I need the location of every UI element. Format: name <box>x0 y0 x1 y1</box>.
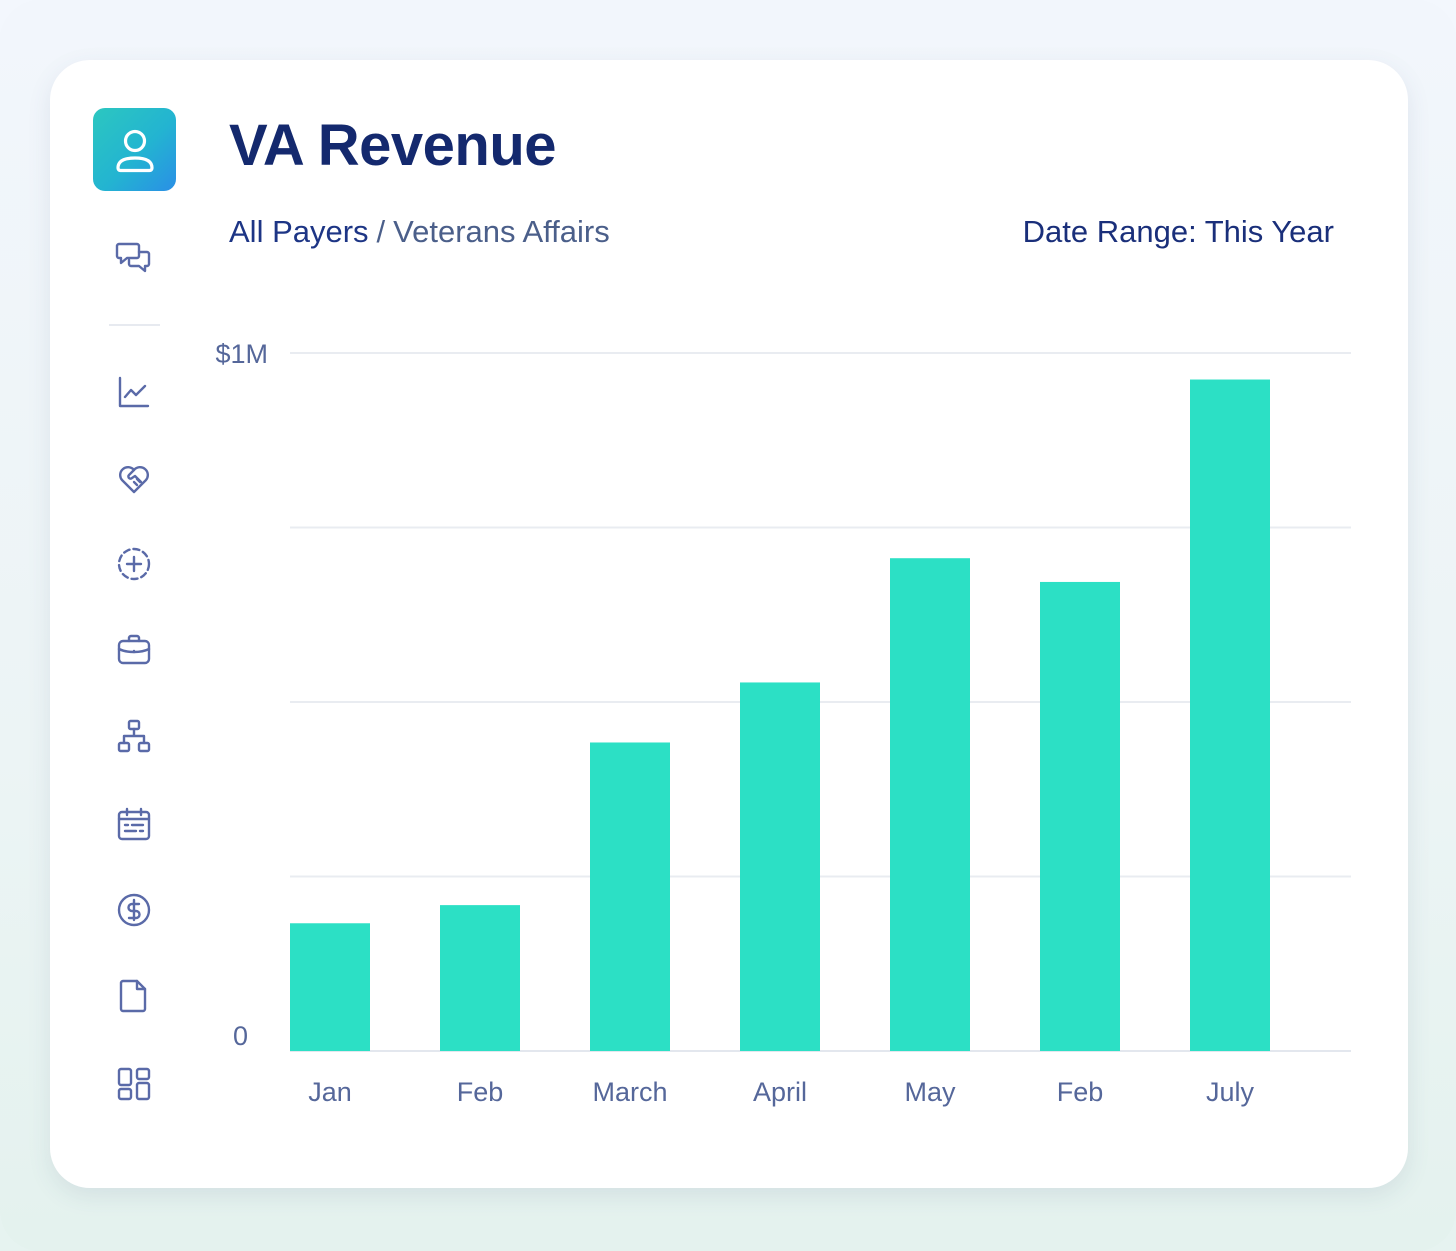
x-tick-label: Feb <box>457 1077 504 1107</box>
bar-may-4[interactable] <box>890 558 970 1051</box>
breadcrumb-root-link[interactable]: All Payers <box>229 214 369 249</box>
sidebar-item-documents[interactable] <box>112 974 156 1018</box>
sidebar-item-partners[interactable] <box>112 456 156 500</box>
bar-march-2[interactable] <box>590 742 670 1051</box>
heart-handshake-icon <box>119 466 149 494</box>
sidebar-divider <box>109 324 160 326</box>
sidebar-item-organization[interactable] <box>112 714 156 758</box>
y-tick-label-zero: 0 <box>233 1021 248 1051</box>
x-tick-label: March <box>592 1077 667 1107</box>
x-tick-label: Jan <box>308 1077 352 1107</box>
calendar-icon <box>117 807 151 841</box>
chat-bubbles-icon <box>115 242 151 273</box>
bar-jan-0[interactable] <box>290 923 370 1051</box>
sidebar-item-apps[interactable] <box>112 1062 156 1106</box>
sidebar-item-cases[interactable] <box>112 628 156 672</box>
bar-feb-1[interactable] <box>440 905 520 1051</box>
sidebar-item-calendar[interactable] <box>112 802 156 846</box>
x-tick-label: Feb <box>1057 1077 1104 1107</box>
line-chart-icon <box>118 376 150 408</box>
sidebar-item-messages[interactable] <box>112 236 156 280</box>
bar-april-3[interactable] <box>740 682 820 1051</box>
sidebar-item-analytics[interactable] <box>112 370 156 414</box>
sidebar-item-billing[interactable] <box>112 888 156 932</box>
dollar-icon <box>117 893 151 927</box>
bar-feb-5[interactable] <box>1040 581 1120 1051</box>
x-tick-label: April <box>753 1077 807 1107</box>
page-title: VA Revenue <box>229 113 557 178</box>
bar-july-6[interactable] <box>1190 379 1270 1051</box>
revenue-bar-chart: $1M 0 Jan Feb March April May Feb July <box>215 339 1351 1107</box>
date-range-selector[interactable]: Date Range: This Year <box>1022 214 1334 249</box>
breadcrumb-current: Veterans Affairs <box>393 214 610 249</box>
user-icon <box>115 129 154 172</box>
x-tick-label: July <box>1206 1077 1255 1107</box>
grid-icon <box>117 1067 151 1101</box>
briefcase-icon <box>117 634 151 665</box>
breadcrumb: All Payers / Veterans Affairs <box>229 214 610 250</box>
x-tick-label: May <box>904 1077 956 1107</box>
hierarchy-icon <box>117 719 151 753</box>
profile-avatar-button[interactable] <box>93 108 176 191</box>
y-tick-label-max: $1M <box>215 339 268 369</box>
breadcrumb-separator: / <box>376 214 386 249</box>
add-circle-dashed-icon <box>117 547 151 581</box>
sidebar-item-add[interactable] <box>112 542 156 586</box>
revenue-card: VA Revenue All Payers / Veterans Affairs D… <box>50 60 1408 1188</box>
document-icon <box>119 979 147 1013</box>
